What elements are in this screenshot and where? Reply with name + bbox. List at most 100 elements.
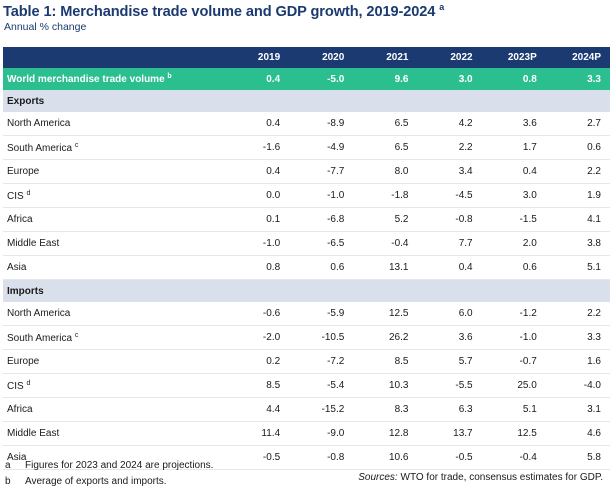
table-cell: -7.7 xyxy=(289,159,354,184)
table-cell: -1.0 xyxy=(225,231,290,256)
table-cell: 5.1 xyxy=(545,255,610,280)
table-cell: 2.7 xyxy=(545,112,610,136)
title-footnote-marker: a xyxy=(439,2,445,12)
row-label: Europe xyxy=(3,159,225,184)
table-cell: 25.0 xyxy=(481,373,546,398)
table-cell: 3.1 xyxy=(545,397,610,422)
table-cell: 6.5 xyxy=(353,112,418,136)
table-cell: 0.6 xyxy=(481,255,546,280)
table-cell: -0.4 xyxy=(353,231,418,256)
table-cell: 0.2 xyxy=(225,349,290,374)
table-cell: -5.9 xyxy=(289,302,354,326)
table-cell: 0.8 xyxy=(481,68,546,90)
column-header: 2020 xyxy=(289,47,354,68)
table-cell: -10.5 xyxy=(289,325,354,350)
row-label: Middle East xyxy=(3,421,225,446)
table-cell: 0.4 xyxy=(481,159,546,184)
table-cell: 2.2 xyxy=(417,135,482,160)
table-cell: 5.2 xyxy=(353,207,418,232)
table-cell: -0.6 xyxy=(225,302,290,326)
table-cell: 8.3 xyxy=(353,397,418,422)
header-label-cell xyxy=(3,47,225,68)
table-cell: 9.6 xyxy=(353,68,418,90)
table-subtitle: Annual % change xyxy=(4,21,87,33)
table-cell: -1.0 xyxy=(289,183,354,208)
table-cell: 10.6 xyxy=(353,445,418,470)
table-cell: 0.8 xyxy=(225,255,290,280)
row-label: Africa xyxy=(3,397,225,422)
table-cell: 12.5 xyxy=(353,302,418,326)
table-cell: 2.0 xyxy=(481,231,546,256)
row-label: South America c xyxy=(3,325,225,350)
table-cell: 0.1 xyxy=(225,207,290,232)
row-label: Middle East xyxy=(3,231,225,256)
table-row: Middle East 11.4 -9.0 12.8 13.7 12.5 4.6 xyxy=(3,421,610,446)
section-label: Exports xyxy=(3,90,610,112)
table-cell: 3.8 xyxy=(545,231,610,256)
table-cell: -2.0 xyxy=(225,325,290,350)
table-title: Table 1: Merchandise trade volume and GD… xyxy=(3,2,445,20)
table-cell: -0.4 xyxy=(481,445,546,470)
row-label: North America xyxy=(3,302,225,326)
table-cell: -4.9 xyxy=(289,135,354,160)
column-header: 2023P xyxy=(481,47,546,68)
row-label: World merchandise trade volume b xyxy=(3,68,225,90)
table-cell: 0.4 xyxy=(225,159,290,184)
table-cell: -5.0 xyxy=(289,68,354,90)
table-cell: 8.5 xyxy=(225,373,290,398)
table-row: Europe 0.4 -7.7 8.0 3.4 0.4 2.2 xyxy=(3,159,610,184)
table-row: Asia -0.5 -0.8 10.6 -0.5 -0.4 5.8 xyxy=(3,445,610,470)
column-header: 2019 xyxy=(225,47,290,68)
table-row: South America c -2.0 -10.5 26.2 3.6 -1.0 3.3 xyxy=(3,325,610,350)
row-label: Asia xyxy=(3,445,225,470)
trade-table: 2019 2020 2021 2022 2023P 2024P World me… xyxy=(3,47,610,470)
sources-note: Sources: WTO for trade, consensus estima… xyxy=(358,472,603,483)
table-cell: 7.7 xyxy=(417,231,482,256)
table-cell: -1.0 xyxy=(481,325,546,350)
row-label: CIS d xyxy=(3,373,225,398)
footnote-b: b Average of exports and imports. xyxy=(5,476,167,487)
table-cell: 0.0 xyxy=(225,183,290,208)
world-row: World merchandise trade volume b 0.4 -5.… xyxy=(3,68,610,90)
table-cell: 1.6 xyxy=(545,349,610,374)
table-cell: -0.5 xyxy=(225,445,290,470)
table-cell: -4.5 xyxy=(417,183,482,208)
table-row: Africa 0.1 -6.8 5.2 -0.8 -1.5 4.1 xyxy=(3,207,610,232)
table-cell: 0.4 xyxy=(225,68,290,90)
table-cell: 11.4 xyxy=(225,421,290,446)
table-cell: 0.4 xyxy=(417,255,482,280)
table-cell: 8.5 xyxy=(353,349,418,374)
table-cell: 8.0 xyxy=(353,159,418,184)
column-header: 2024P xyxy=(545,47,610,68)
table-cell: 0.4 xyxy=(225,112,290,136)
table-cell: -7.2 xyxy=(289,349,354,374)
table-cell: 3.3 xyxy=(545,68,610,90)
table-cell: 5.1 xyxy=(481,397,546,422)
table-cell: 1.7 xyxy=(481,135,546,160)
table-cell: 4.4 xyxy=(225,397,290,422)
table-cell: -15.2 xyxy=(289,397,354,422)
table-row: Asia 0.8 0.6 13.1 0.4 0.6 5.1 xyxy=(3,255,610,280)
table-cell: 26.2 xyxy=(353,325,418,350)
table-cell: -0.8 xyxy=(417,207,482,232)
table-cell: -6.5 xyxy=(289,231,354,256)
column-header: 2022 xyxy=(417,47,482,68)
row-label: Europe xyxy=(3,349,225,374)
table-cell: 13.7 xyxy=(417,421,482,446)
table-cell: 12.8 xyxy=(353,421,418,446)
footnote-a: a Figures for 2023 and 2024 are projectio… xyxy=(5,460,214,471)
table-row: CIS d 0.0 -1.0 -1.8 -4.5 3.0 1.9 xyxy=(3,183,610,208)
table-cell: -1.2 xyxy=(481,302,546,326)
section-header-exports: Exports xyxy=(3,90,610,112)
row-label: North America xyxy=(3,112,225,136)
table-cell: 4.2 xyxy=(417,112,482,136)
header-row: 2019 2020 2021 2022 2023P 2024P xyxy=(3,47,610,68)
table-row: Europe 0.2 -7.2 8.5 5.7 -0.7 1.6 xyxy=(3,349,610,374)
table-cell: 6.5 xyxy=(353,135,418,160)
table-cell: -6.8 xyxy=(289,207,354,232)
row-label: South America c xyxy=(3,135,225,160)
row-label: Asia xyxy=(3,255,225,280)
table-cell: 5.7 xyxy=(417,349,482,374)
table-row: CIS d 8.5 -5.4 10.3 -5.5 25.0 -4.0 xyxy=(3,373,610,398)
table-cell: 10.3 xyxy=(353,373,418,398)
